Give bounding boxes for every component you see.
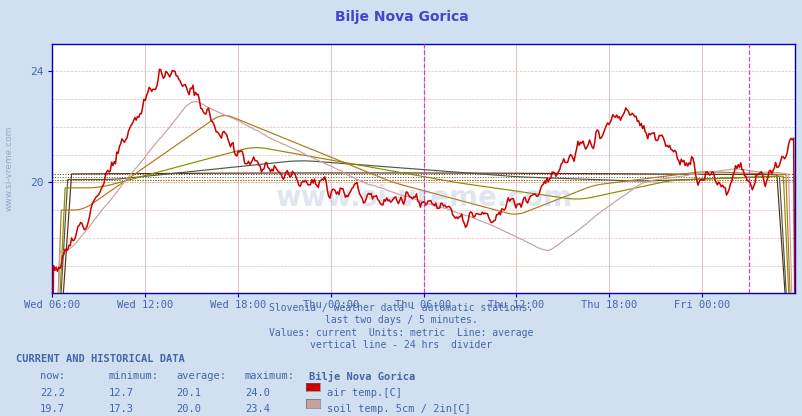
Text: www.si-vreme.com: www.si-vreme.com [275, 184, 571, 213]
Text: 20.1: 20.1 [176, 388, 201, 398]
Text: 19.7: 19.7 [40, 404, 65, 414]
Text: average:: average: [176, 371, 226, 381]
Text: minimum:: minimum: [108, 371, 158, 381]
Text: 22.2: 22.2 [40, 388, 65, 398]
Text: soil temp. 5cm / 2in[C]: soil temp. 5cm / 2in[C] [326, 404, 470, 414]
Text: 12.7: 12.7 [108, 388, 133, 398]
Text: 23.4: 23.4 [245, 404, 269, 414]
Text: CURRENT AND HISTORICAL DATA: CURRENT AND HISTORICAL DATA [16, 354, 184, 364]
Text: maximum:: maximum: [245, 371, 294, 381]
Text: air temp.[C]: air temp.[C] [326, 388, 401, 398]
Text: 17.3: 17.3 [108, 404, 133, 414]
Text: Slovenia / weather data - automatic stations.: Slovenia / weather data - automatic stat… [269, 303, 533, 313]
Text: Bilje Nova Gorica: Bilje Nova Gorica [334, 10, 468, 25]
Text: last two days / 5 minutes.: last two days / 5 minutes. [325, 315, 477, 325]
Text: www.si-vreme.com: www.si-vreme.com [5, 126, 14, 211]
Text: 20.0: 20.0 [176, 404, 201, 414]
Text: vertical line - 24 hrs  divider: vertical line - 24 hrs divider [310, 340, 492, 350]
Text: 24.0: 24.0 [245, 388, 269, 398]
Text: Values: current  Units: metric  Line: average: Values: current Units: metric Line: aver… [269, 328, 533, 338]
Text: now:: now: [40, 371, 65, 381]
Text: Bilje Nova Gorica: Bilje Nova Gorica [309, 371, 415, 382]
